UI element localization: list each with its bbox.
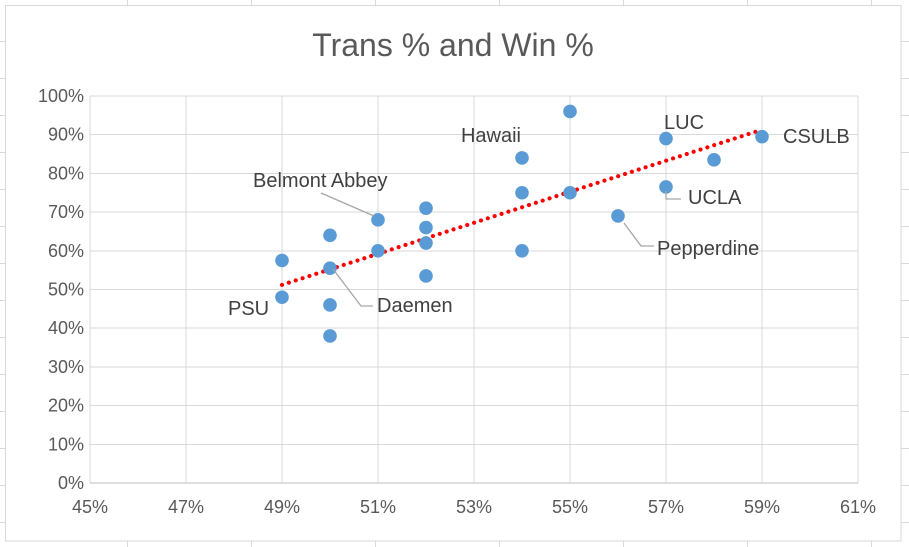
- y-tick-label: 100%: [38, 86, 84, 106]
- data-point[interactable]: [707, 153, 721, 167]
- y-tick-label: 80%: [48, 163, 84, 183]
- y-tick-label: 20%: [48, 396, 84, 416]
- trendline[interactable]: [279, 127, 765, 287]
- axis-tick-labels: 45% 47% 49% 51% 53% 55% 57% 59% 61% 0% 10% 20% 30% 40…: [38, 86, 876, 517]
- y-tick-label: 30%: [48, 357, 84, 377]
- data-point-csulb[interactable]: [755, 129, 769, 144]
- x-tick-label: 51%: [360, 497, 396, 517]
- chart-area-border[interactable]: [5, 5, 902, 542]
- y-tick-label: 90%: [48, 125, 84, 145]
- y-tick-label: 10%: [48, 434, 84, 454]
- data-point[interactable]: [323, 298, 337, 312]
- data-label-annotations[interactable]: PSU Daemen Belmont Abbey Hawaii LUC CSULB UCLA…: [228, 112, 850, 320]
- data-point-luc[interactable]: [659, 131, 673, 146]
- data-label-csulb[interactable]: CSULB: [783, 126, 850, 148]
- data-point[interactable]: [419, 269, 433, 283]
- data-point[interactable]: [563, 185, 577, 200]
- label-leader-line-belmont-abbey: [320, 192, 375, 217]
- data-point[interactable]: [323, 228, 337, 243]
- x-tick-label: 55%: [552, 497, 588, 517]
- y-tick-label: 0%: [58, 473, 84, 493]
- data-point-ucla[interactable]: [659, 180, 673, 194]
- data-label-hawaii[interactable]: Hawaii: [461, 125, 521, 147]
- data-point[interactable]: [419, 201, 433, 216]
- label-leader-line-ucla: [665, 191, 681, 200]
- x-tick-label: 61%: [840, 497, 876, 517]
- data-point[interactable]: [563, 104, 577, 119]
- data-label-belmont-abbey[interactable]: Belmont Abbey: [253, 170, 388, 192]
- chart-title[interactable]: Trans % and Win %: [312, 27, 594, 63]
- data-point[interactable]: [419, 220, 433, 235]
- data-points[interactable]: [275, 104, 769, 343]
- data-point[interactable]: [323, 329, 337, 343]
- data-point[interactable]: [515, 244, 529, 258]
- data-label-daemen[interactable]: Daemen: [377, 295, 453, 317]
- data-label-ucla[interactable]: UCLA: [688, 187, 742, 209]
- data-point-daemen[interactable]: [323, 261, 337, 276]
- y-tick-label: 60%: [48, 241, 84, 261]
- data-label-psu[interactable]: PSU: [228, 298, 269, 320]
- label-leader-line-pepperdine: [623, 222, 654, 247]
- x-tick-label: 47%: [168, 497, 204, 517]
- data-point[interactable]: [371, 244, 385, 258]
- x-tick-label: 49%: [264, 497, 300, 517]
- trendline-dotted[interactable]: [279, 127, 765, 287]
- data-label-pepperdine[interactable]: Pepperdine: [657, 238, 759, 260]
- y-tick-label: 70%: [48, 202, 84, 222]
- data-point[interactable]: [419, 236, 433, 250]
- data-point-pepperdine[interactable]: [611, 209, 625, 223]
- data-point-belmont-abbey[interactable]: [371, 213, 385, 227]
- data-point[interactable]: [515, 185, 529, 200]
- x-tick-label: 53%: [456, 497, 492, 517]
- data-point-psu[interactable]: [275, 290, 289, 305]
- data-point[interactable]: [275, 253, 289, 268]
- y-tick-label: 40%: [48, 318, 84, 338]
- x-tick-label: 57%: [648, 497, 684, 517]
- data-label-luc[interactable]: LUC: [664, 112, 704, 134]
- data-point-hawaii[interactable]: [515, 151, 529, 165]
- plot-gridlines: [89, 95, 859, 484]
- label-leader-line-daemen: [332, 268, 373, 307]
- y-tick-label: 50%: [48, 280, 84, 300]
- x-tick-label: 59%: [744, 497, 780, 517]
- x-tick-label: 45%: [72, 497, 108, 517]
